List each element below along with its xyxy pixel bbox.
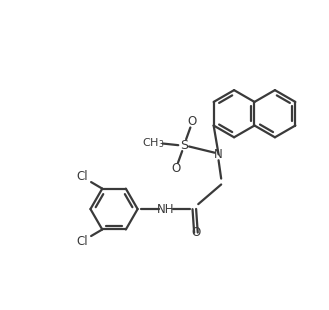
Text: CH$_3$: CH$_3$ <box>142 137 164 150</box>
Text: Cl: Cl <box>76 170 88 183</box>
Text: S: S <box>180 139 188 152</box>
Text: O: O <box>188 115 197 128</box>
Text: O: O <box>191 226 201 239</box>
Text: Cl: Cl <box>76 235 88 248</box>
Text: NH: NH <box>157 202 174 215</box>
Text: N: N <box>214 148 223 161</box>
Text: O: O <box>171 162 181 175</box>
